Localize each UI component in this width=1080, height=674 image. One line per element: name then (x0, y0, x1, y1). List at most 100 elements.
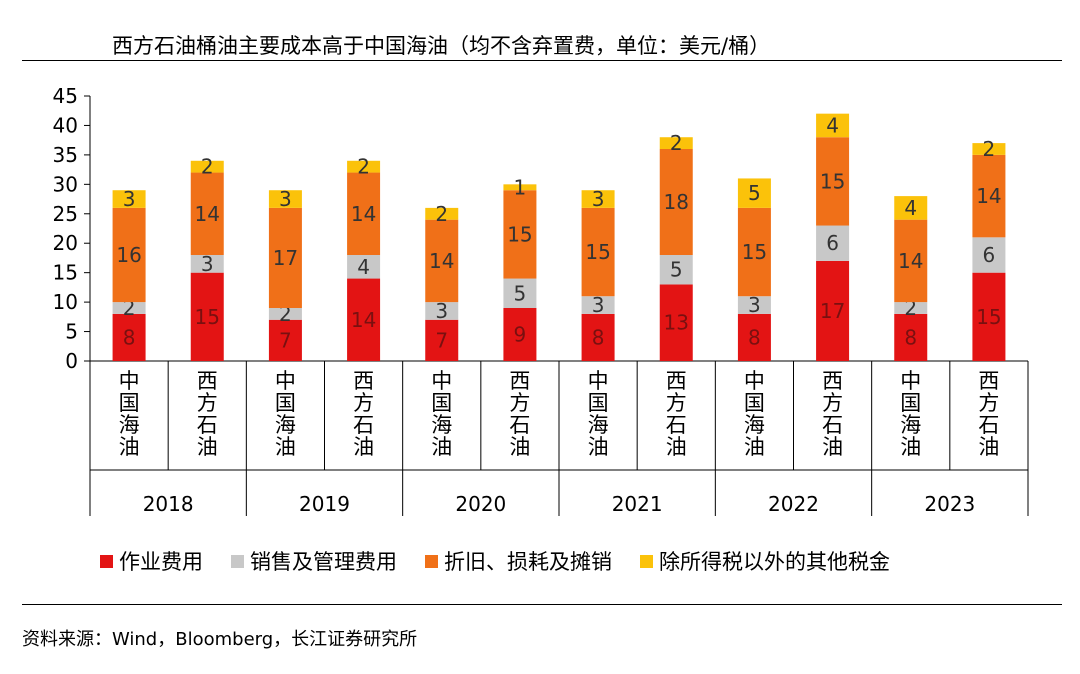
y-tick-label: 30 (53, 172, 78, 196)
category-label: 方 (353, 391, 374, 415)
legend-item-other-taxes: 除所得税以外的其他税金 (640, 546, 890, 576)
bar-segment (972, 143, 1006, 155)
legend-swatch (100, 554, 113, 568)
category-label: 方 (978, 391, 999, 415)
category-label: 中 (744, 369, 765, 393)
category-label: 方 (197, 391, 218, 415)
bar-segment (425, 207, 459, 220)
legend-item-sga-cost: 销售及管理费用 (231, 546, 397, 576)
y-tick-label: 40 (53, 113, 78, 137)
category-label: 国 (119, 391, 140, 415)
bar-segment (659, 255, 693, 285)
group-label: 2021 (612, 492, 663, 516)
bar-segment (503, 184, 537, 191)
title-divider (22, 60, 1062, 61)
data-label: 15 (820, 169, 845, 193)
bar-segment (268, 308, 302, 320)
y-tick-label: 20 (53, 231, 78, 255)
chart-title: 西方石油桶油主要成本高于中国海油（均不含弃置费，单位：美元/桶） (112, 34, 771, 58)
category-label: 油 (588, 435, 609, 459)
data-label: 8 (592, 325, 605, 349)
data-label: 3 (592, 187, 605, 211)
bar-segment (347, 160, 381, 173)
bar-segment (972, 272, 1006, 361)
category-label: 油 (119, 435, 140, 459)
bar-segment (190, 255, 224, 273)
category-label: 海 (744, 413, 765, 437)
bar-segment (581, 207, 615, 297)
bar-segment (816, 260, 850, 361)
data-label: 13 (664, 311, 689, 335)
bar-segment (347, 255, 381, 279)
data-label: 16 (116, 243, 141, 267)
legend-item-operating-cost: 作业费用 (100, 546, 203, 576)
data-label: 2 (357, 155, 370, 179)
bar-segment (112, 313, 146, 361)
bar-segment (503, 278, 537, 308)
data-label: 5 (748, 181, 761, 205)
data-label: 4 (357, 255, 370, 279)
bar-segment (816, 137, 850, 226)
y-tick-label: 10 (53, 290, 78, 314)
legend-swatch (425, 554, 438, 568)
category-label: 油 (353, 435, 374, 459)
data-label: 17 (820, 299, 845, 323)
data-label: 14 (195, 202, 220, 226)
legend-label: 折旧、损耗及摊销 (444, 550, 612, 574)
category-label: 油 (978, 435, 999, 459)
bar-segment (112, 190, 146, 208)
category-label: 海 (900, 413, 921, 437)
stacked-bar-chart: 05101520253035404582163中国海油153142西方石油721… (53, 84, 1029, 516)
data-label: 15 (507, 222, 532, 246)
category-label: 油 (900, 435, 921, 459)
bar-segment (190, 160, 224, 173)
bar-segment (972, 154, 1006, 238)
category-label: 西 (197, 369, 218, 393)
bar-segment (972, 237, 1006, 273)
category-label: 西 (822, 369, 843, 393)
category-label: 石 (353, 413, 374, 437)
data-label: 1 (514, 175, 527, 199)
bar-segment (894, 313, 928, 361)
data-label: 4 (904, 196, 917, 220)
data-label: 14 (976, 184, 1001, 208)
bar-segment (659, 284, 693, 361)
category-label: 油 (431, 435, 452, 459)
data-label: 18 (664, 190, 689, 214)
category-label: 海 (588, 413, 609, 437)
category-label: 西 (353, 369, 374, 393)
legend-label: 作业费用 (119, 550, 203, 574)
y-tick-label: 5 (65, 320, 78, 344)
bar-segment (503, 190, 537, 279)
data-label: 14 (351, 308, 376, 332)
category-label: 石 (197, 413, 218, 437)
data-label: 15 (195, 305, 220, 329)
category-label: 中 (588, 369, 609, 393)
data-label: 7 (279, 328, 292, 352)
legend-swatch (231, 554, 244, 568)
data-label: 3 (748, 293, 761, 317)
data-label: 4 (826, 113, 839, 137)
bar-segment (581, 313, 615, 361)
data-label: 7 (435, 328, 448, 352)
y-tick-label: 25 (53, 202, 78, 226)
data-label: 3 (435, 299, 448, 323)
data-label: 2 (201, 155, 214, 179)
bar-segment (894, 196, 928, 220)
category-label: 中 (431, 369, 452, 393)
category-label: 油 (509, 435, 530, 459)
data-label: 5 (514, 281, 527, 305)
bar-segment (737, 207, 771, 297)
bar-segment (816, 113, 850, 138)
data-label: 14 (429, 249, 454, 273)
data-label: 3 (201, 252, 214, 276)
bar-segment (894, 302, 928, 314)
category-label: 国 (744, 391, 765, 415)
legend-label: 除所得税以外的其他税金 (659, 550, 890, 574)
data-label: 8 (904, 325, 917, 349)
bar-segment (425, 319, 459, 361)
category-label: 油 (197, 435, 218, 459)
category-label: 海 (431, 413, 452, 437)
bar-segment (425, 302, 459, 320)
category-label: 海 (119, 413, 140, 437)
